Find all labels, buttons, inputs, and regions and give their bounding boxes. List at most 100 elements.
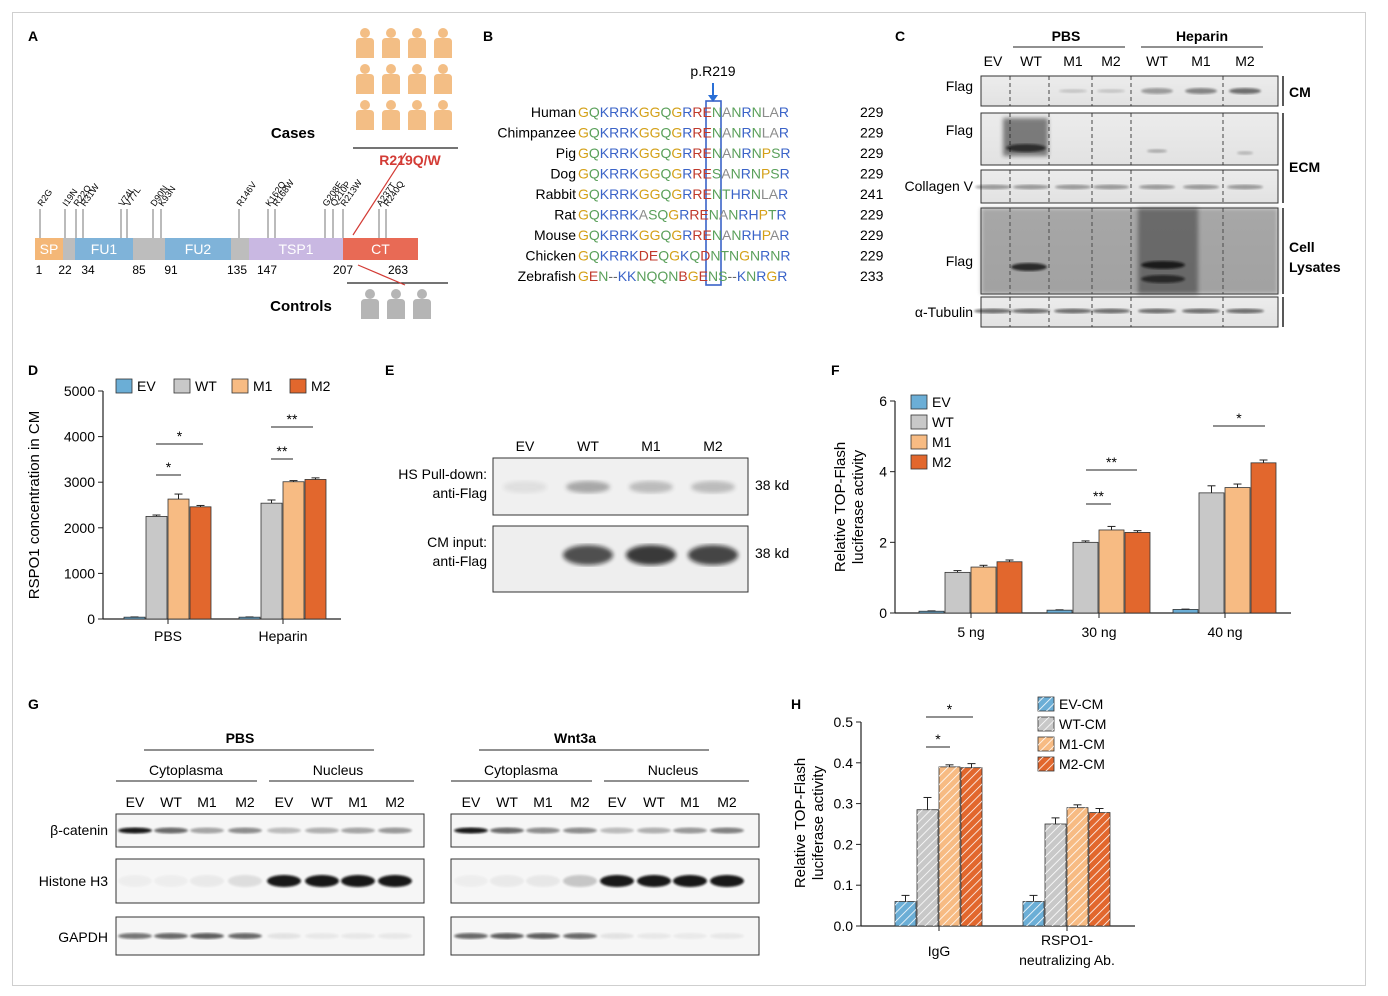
bar (1172, 609, 1199, 614)
blot-band (341, 875, 375, 887)
person-body-icon (434, 38, 452, 58)
blot-band (503, 481, 547, 493)
residue-number: 229 (860, 227, 884, 243)
blot-band (1097, 89, 1125, 93)
legend-hatch (1038, 737, 1054, 751)
y-tick-label: 2 (879, 534, 887, 550)
sequence: GQKRRKDEQGKQDNTNGNRNR (578, 248, 791, 264)
blot-band (691, 481, 735, 493)
y-tick-label: 0.5 (834, 714, 854, 730)
residue-number: 233 (860, 268, 884, 284)
blot-band (305, 827, 339, 834)
bar (944, 571, 971, 614)
blot-band (1183, 184, 1219, 190)
legend-label: EV (932, 394, 951, 410)
significance-mark: * (947, 701, 953, 717)
blot-band (626, 545, 676, 565)
panel-f-chart: 0 2 4 6 EV WT M1 M2 5 ng 30 ng 40 ng Relative TOP-F… (832, 393, 1291, 640)
sequence: GQKRRKGGQGRRESANRNPSR (578, 166, 790, 182)
position-label: 135 (227, 263, 247, 277)
marker-label: p.R219 (690, 63, 735, 79)
person-icon (360, 28, 370, 38)
mutation-label: R146V (234, 180, 258, 208)
legend-swatch (115, 378, 133, 394)
legend-swatch (173, 378, 191, 394)
blot-band (1141, 88, 1173, 94)
figure: A B C D E F G H Cases Controls R219Q/W S… (12, 12, 1366, 986)
blot-band (490, 875, 524, 887)
y-axis-label: luciferase activity (810, 765, 827, 880)
lysate-smear (981, 208, 1278, 294)
lane-label: EV (275, 794, 294, 810)
lane-label: WT (311, 794, 333, 810)
blot-band (341, 933, 375, 939)
panel-letter-f: F (831, 362, 840, 378)
blot-band (526, 827, 560, 834)
sequence: GQKRRKASQGRRENANRHPTR (578, 207, 787, 223)
blot-band (341, 827, 375, 834)
legend-label: M2 (932, 454, 952, 470)
lane-label: M2 (717, 794, 737, 810)
blot-band (1013, 184, 1049, 190)
person-body-icon (408, 38, 426, 58)
lane-label: M2 (570, 794, 590, 810)
blot-row-label: Flag (946, 122, 973, 138)
person-body-icon (434, 110, 452, 130)
panel-b: p.R219 Human GQKRRKGGQGRRENANRNLAR 229 Chim… (497, 63, 884, 286)
position-label: 1 (36, 263, 43, 277)
blot-band (154, 875, 188, 887)
blot-band (1182, 308, 1220, 314)
blot-band (563, 827, 597, 834)
y-axis-label: RSPO1 concentration in CM (26, 411, 43, 599)
person-icon (412, 64, 422, 74)
blot-band (974, 308, 1012, 314)
case-link-line (352, 152, 407, 236)
significance-mark: * (177, 428, 183, 444)
significance-mark: * (1236, 410, 1242, 426)
blot-band (637, 875, 671, 887)
species-name: Rat (554, 207, 576, 223)
blot-band (1141, 261, 1185, 269)
cases-label: Cases (271, 125, 315, 142)
blot-band (454, 933, 488, 939)
sequence: GQKRRKGGQGRRENANRNLAR (578, 125, 789, 141)
species-name: Chimpanzee (497, 125, 576, 141)
significance-mark: * (935, 731, 941, 747)
bar-hatch (917, 809, 938, 926)
blot-band (228, 827, 262, 834)
lane-label: WT (160, 794, 182, 810)
panel-letter-b: B (483, 28, 493, 44)
blot-band (1138, 308, 1176, 314)
blot-band (454, 875, 488, 887)
kd-label: 38 kd (755, 545, 789, 561)
legend-label: M1 (932, 434, 952, 450)
mutation-label: R2G (35, 187, 54, 208)
species-name: Rabbit (536, 186, 577, 202)
section-label: Cell Lysates (1289, 239, 1341, 275)
bar-hatch (1067, 807, 1088, 926)
protein-domain-bar: SP FU1 FU2 TSP1 CT 1 22 34 85 91 135 147 207 263 (35, 238, 418, 277)
legend-hatch (1038, 717, 1054, 731)
panel-letter-a: A (28, 28, 38, 44)
legend-hatch (1038, 757, 1054, 771)
bar (189, 506, 212, 620)
x-category-label: Heparin (258, 628, 307, 644)
species-name: Zebrafish (518, 268, 576, 284)
lane-label: WT (1146, 53, 1168, 69)
y-tick-label: 3000 (64, 474, 95, 490)
bar (123, 616, 146, 620)
panel-h-chart: 0.0 0.1 0.2 0.3 0.4 0.5 EV-CM WT-CM M1-CM M2-CM Ig… (792, 696, 1135, 968)
lane-label: WT (577, 438, 599, 454)
person-icon (438, 28, 448, 38)
legend-label: EV-CM (1059, 696, 1103, 712)
controls-label: Controls (270, 298, 332, 315)
blot-band (673, 933, 707, 939)
lane-label: EV (126, 794, 145, 810)
legend-label: WT (195, 378, 217, 394)
blot-band (1139, 184, 1175, 190)
y-tick-label: 0.0 (834, 918, 854, 934)
panel-a: Cases Controls R219Q/W SP FU1 FU2 TSP1 CT 1 22… (35, 28, 458, 319)
residue-number: 229 (860, 145, 884, 161)
legend-swatch (910, 454, 928, 470)
bar (304, 479, 327, 620)
